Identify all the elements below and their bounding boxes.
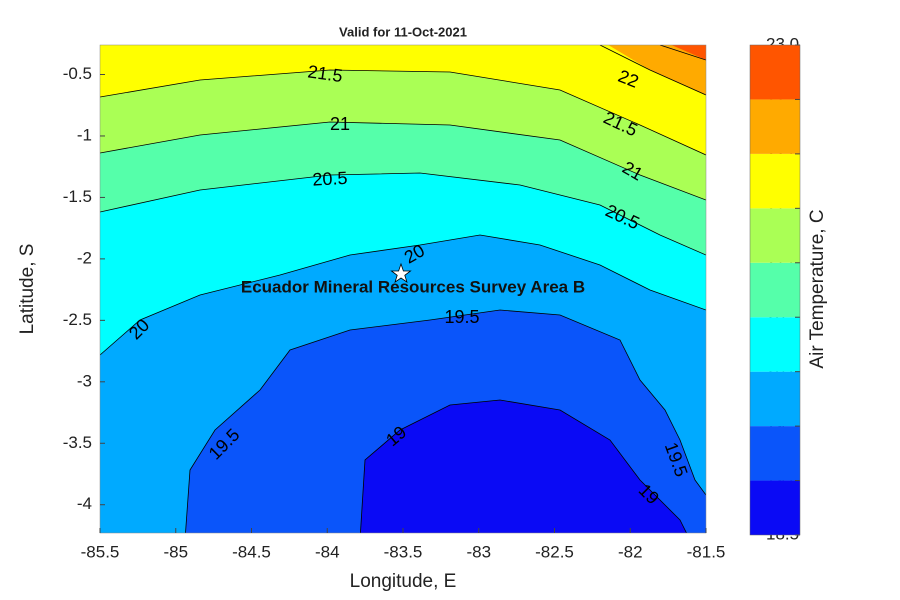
x-tick-label: -83 bbox=[466, 542, 491, 561]
contour-line bbox=[100, 69, 706, 156]
y-tick-label: -0.5 bbox=[63, 64, 92, 83]
colorbar-band bbox=[750, 153, 800, 209]
y-tick-label: -3.5 bbox=[63, 433, 92, 452]
colorbar-band bbox=[750, 99, 800, 154]
y-tick-label: -1 bbox=[77, 125, 92, 144]
contour-label: 21 bbox=[330, 114, 350, 134]
colorbar-band bbox=[750, 480, 800, 535]
contour-band bbox=[608, 45, 706, 95]
y-tick-label: -4 bbox=[77, 494, 92, 513]
y-tick-label: -3 bbox=[77, 371, 92, 390]
colorbar-band bbox=[750, 317, 800, 372]
colorbar-band bbox=[750, 262, 800, 318]
annotation: Ecuador Mineral Resources Survey Area B bbox=[241, 277, 585, 296]
plot-area bbox=[99, 44, 707, 534]
contour-line bbox=[100, 234, 706, 356]
x-tick-label: -85 bbox=[163, 542, 188, 561]
colorbar-band bbox=[750, 208, 800, 263]
chart-title: Valid for 11-Oct-2021 bbox=[339, 24, 467, 39]
colorbar-band bbox=[750, 371, 800, 427]
x-tick-label: -85.5 bbox=[81, 542, 120, 561]
contour-line bbox=[360, 399, 687, 533]
contour-band bbox=[671, 45, 706, 60]
contour-line bbox=[100, 121, 706, 201]
x-tick-label: -81.5 bbox=[687, 542, 726, 561]
y-tick-label: -2.5 bbox=[63, 310, 92, 329]
x-tick-label: -82.5 bbox=[535, 542, 574, 561]
contour-band bbox=[360, 400, 687, 533]
contour-line bbox=[100, 172, 706, 256]
x-tick-label: -84 bbox=[315, 542, 340, 561]
regions bbox=[100, 45, 706, 533]
x-tick-label: -84.5 bbox=[232, 542, 271, 561]
contour-line bbox=[185, 309, 706, 533]
y-tick-label: -1.5 bbox=[63, 187, 92, 206]
contour-line bbox=[659, 45, 706, 61]
y-tick-label: -2 bbox=[77, 248, 92, 267]
colorbar-band bbox=[750, 45, 800, 100]
colorbar-band bbox=[750, 426, 800, 481]
contour-label: 20.5 bbox=[312, 168, 348, 190]
colorbar-border bbox=[749, 44, 801, 536]
x-axis-label: Longitude, E bbox=[350, 571, 457, 592]
contour-label: 21.5 bbox=[306, 61, 343, 86]
contour-line bbox=[599, 45, 706, 96]
y-axis-label: Latitude, S bbox=[17, 244, 38, 335]
x-tick-label: -82 bbox=[618, 542, 643, 561]
colorbar-label: Air Temperature, C bbox=[807, 209, 828, 368]
x-tick-label: -83.5 bbox=[384, 542, 423, 561]
star-marker bbox=[390, 262, 412, 283]
contour-label: 19.5 bbox=[444, 307, 479, 327]
